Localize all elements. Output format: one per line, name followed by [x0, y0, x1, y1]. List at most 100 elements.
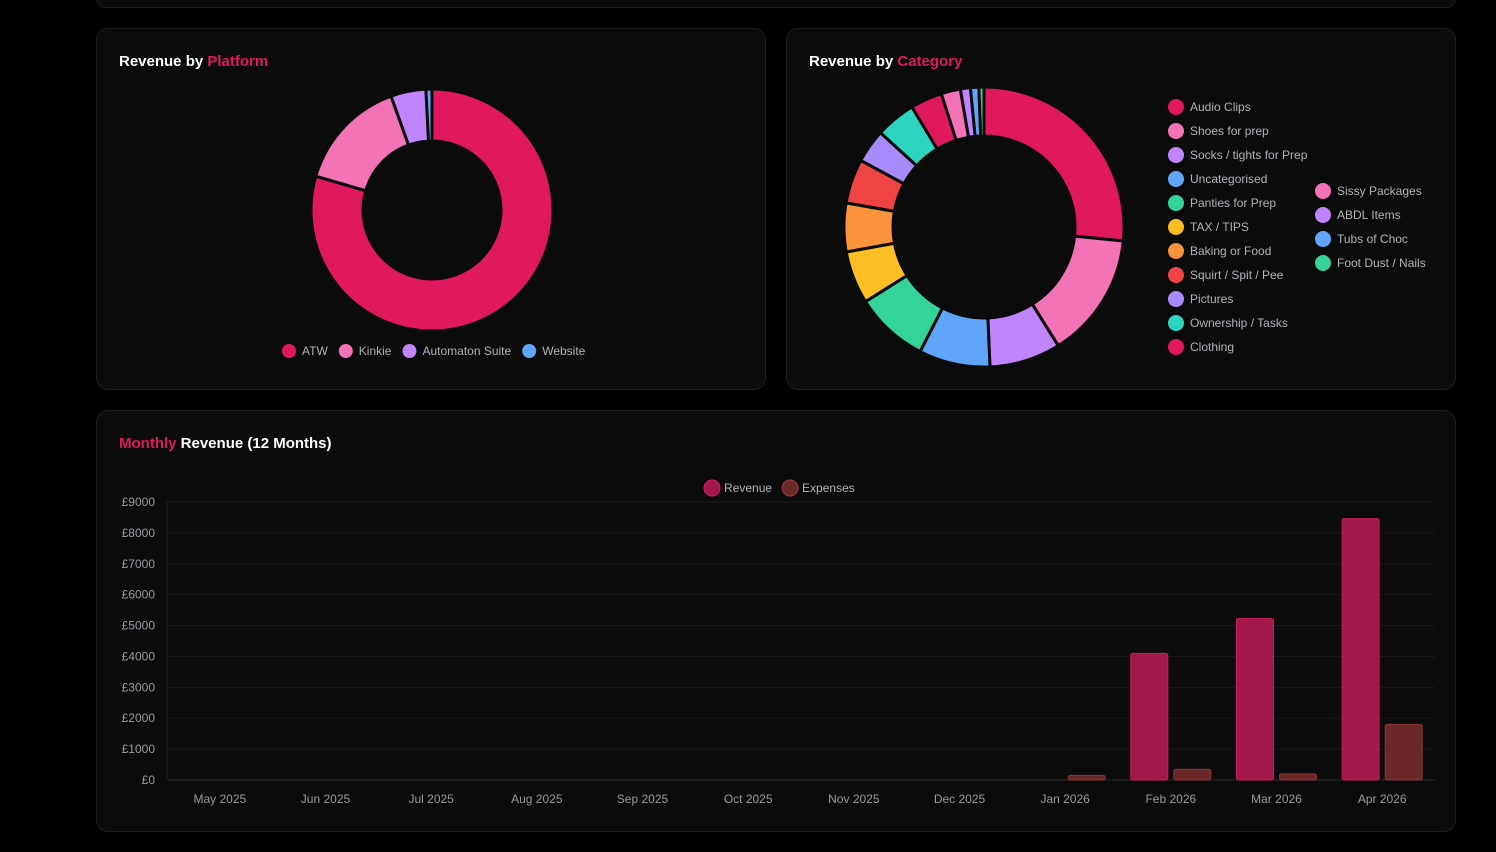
platform-legend-item[interactable]: ATW — [282, 344, 328, 358]
platform-legend-label: Kinkie — [359, 344, 392, 358]
category-legend-item[interactable]: Clothing — [1168, 339, 1234, 355]
category-legend-swatch — [1168, 147, 1184, 163]
platform-slice-atw[interactable] — [309, 87, 555, 333]
category-slice-foot-dust-nails[interactable] — [977, 85, 986, 138]
monthly-y-tick: £5000 — [122, 619, 156, 633]
category-legend-item[interactable]: Shoes for prep — [1168, 123, 1269, 139]
platform-legend-label: Automaton Suite — [422, 344, 511, 358]
monthly-bar-chart: Revenue Expenses £0 £1000 £2000 £3000 £4000 £50… — [122, 479, 1435, 806]
category-legend-item[interactable]: Ownership / Tasks — [1168, 315, 1288, 331]
category-legend-swatch — [1315, 231, 1331, 247]
monthly-y-tick: £9000 — [122, 495, 156, 509]
monthly-x-tick: Jan 2026 — [1040, 792, 1090, 806]
monthly-legend-label: Revenue — [724, 481, 772, 495]
platform-card-title: Revenue by Platform — [119, 53, 269, 70]
monthly-y-tick: £1000 — [122, 742, 156, 756]
category-legend-item[interactable]: Audio Clips — [1168, 99, 1251, 115]
monthly-bar-expenses-mar-2026[interactable] — [1279, 773, 1317, 781]
category-legend-swatch — [1315, 207, 1331, 223]
category-legend-item[interactable]: ABDL Items — [1315, 207, 1401, 223]
monthly-y-tick: £0 — [142, 773, 156, 787]
category-card-title: Revenue by Category — [809, 53, 963, 70]
platform-doughnut-chart: ATW Kinkie Automaton Suite Website — [282, 87, 586, 358]
platform-legend-item[interactable]: Kinkie — [338, 344, 392, 358]
monthly-legend-swatch — [781, 479, 799, 497]
category-legend-label: Foot Dust / Nails — [1337, 256, 1426, 270]
category-legend-label: Tubs of Choc — [1337, 232, 1408, 246]
monthly-legend-label: Expenses — [802, 481, 855, 495]
category-legend-label: Clothing — [1190, 340, 1234, 354]
platform-legend-label: Website — [542, 344, 585, 358]
monthly-y-tick: £7000 — [122, 557, 156, 571]
category-legend-label: Audio Clips — [1190, 100, 1251, 114]
category-legend-swatch — [1168, 243, 1184, 259]
monthly-bar-revenue-apr-2026[interactable] — [1341, 518, 1380, 781]
monthly-x-tick: Jun 2025 — [301, 792, 351, 806]
category-legend-swatch — [1168, 315, 1184, 331]
category-legend-item[interactable]: Squirt / Spit / Pee — [1168, 267, 1284, 283]
category-legend-item[interactable]: Panties for Prep — [1168, 195, 1276, 211]
category-legend-label: Ownership / Tasks — [1190, 316, 1288, 330]
monthly-x-tick: Aug 2025 — [511, 792, 563, 806]
platform-legend-label: ATW — [302, 344, 328, 358]
category-legend-item[interactable]: Uncategorised — [1168, 171, 1267, 187]
monthly-legend-item[interactable]: Revenue — [703, 479, 772, 497]
monthly-bar-expenses-apr-2026[interactable] — [1384, 723, 1423, 781]
category-legend-swatch — [1168, 339, 1184, 355]
monthly-y-tick: £6000 — [122, 588, 156, 602]
platform-slice-website[interactable] — [424, 87, 434, 143]
platform-legend-item[interactable]: Automaton Suite — [402, 344, 512, 358]
category-legend-label: Baking or Food — [1190, 244, 1271, 258]
category-legend-swatch — [1168, 171, 1184, 187]
monthly-bar-revenue-mar-2026[interactable] — [1236, 617, 1274, 781]
monthly-legend-item[interactable]: Expenses — [781, 479, 855, 497]
monthly-x-tick: Sep 2025 — [617, 792, 669, 806]
category-legend-swatch — [1168, 219, 1184, 235]
monthly-y-tick: £3000 — [122, 680, 156, 694]
monthly-y-tick: £4000 — [122, 649, 156, 663]
category-doughnut-chart: Audio Clips Shoes for prep Socks / tights … — [842, 85, 1426, 369]
monthly-bar-revenue-feb-2026[interactable] — [1130, 652, 1169, 781]
platform-legend-swatch — [338, 344, 353, 358]
monthly-x-tick: Dec 2025 — [934, 792, 986, 806]
monthly-legend-swatch — [703, 479, 721, 497]
platform-revenue-card: Revenue by Platform ATW Kinkie Automaton S… — [96, 28, 766, 390]
monthly-bar-expenses-feb-2026[interactable] — [1173, 768, 1212, 781]
category-legend-label: TAX / TIPS — [1190, 220, 1249, 234]
category-legend-swatch — [1168, 267, 1184, 283]
category-legend-label: Sissy Packages — [1337, 184, 1422, 198]
monthly-x-tick: Nov 2025 — [828, 792, 880, 806]
monthly-x-tick: May 2025 — [193, 792, 246, 806]
category-legend-label: Pictures — [1190, 292, 1233, 306]
category-legend-item[interactable]: TAX / TIPS — [1168, 219, 1249, 235]
category-legend-label: ABDL Items — [1337, 208, 1401, 222]
category-legend-item[interactable]: Tubs of Choc — [1315, 231, 1408, 247]
platform-legend-item[interactable]: Website — [522, 344, 586, 358]
category-legend-swatch — [1315, 255, 1331, 271]
category-legend-item[interactable]: Pictures — [1168, 291, 1233, 307]
category-legend-swatch — [1315, 183, 1331, 199]
category-legend-item[interactable]: Baking or Food — [1168, 243, 1271, 259]
category-legend-label: Shoes for prep — [1190, 124, 1269, 138]
platform-legend-swatch — [282, 344, 296, 358]
category-legend-label: Socks / tights for Prep — [1190, 148, 1308, 162]
monthly-y-tick: £2000 — [122, 711, 156, 725]
category-slice-audio-clips[interactable] — [982, 85, 1126, 243]
monthly-y-tick: £8000 — [122, 526, 156, 540]
platform-legend-swatch — [402, 344, 417, 358]
category-legend-item[interactable]: Foot Dust / Nails — [1315, 255, 1426, 271]
category-legend-item[interactable]: Sissy Packages — [1315, 183, 1422, 199]
platform-legend-swatch — [522, 344, 537, 358]
category-legend-swatch — [1168, 195, 1184, 211]
monthly-x-tick: Feb 2026 — [1145, 792, 1196, 806]
monthly-x-tick: Apr 2026 — [1358, 792, 1407, 806]
category-legend-swatch — [1168, 123, 1184, 139]
monthly-card-title: Monthly Revenue (12 Months) — [119, 435, 332, 452]
category-legend-label: Squirt / Spit / Pee — [1190, 268, 1284, 282]
category-legend-swatch — [1168, 99, 1184, 115]
top-card — [96, 0, 1456, 8]
category-legend-item[interactable]: Socks / tights for Prep — [1168, 147, 1308, 163]
monthly-bar-expenses-jan-2026[interactable] — [1067, 774, 1106, 781]
category-legend-swatch — [1168, 291, 1184, 307]
category-legend-label: Panties for Prep — [1190, 196, 1276, 210]
